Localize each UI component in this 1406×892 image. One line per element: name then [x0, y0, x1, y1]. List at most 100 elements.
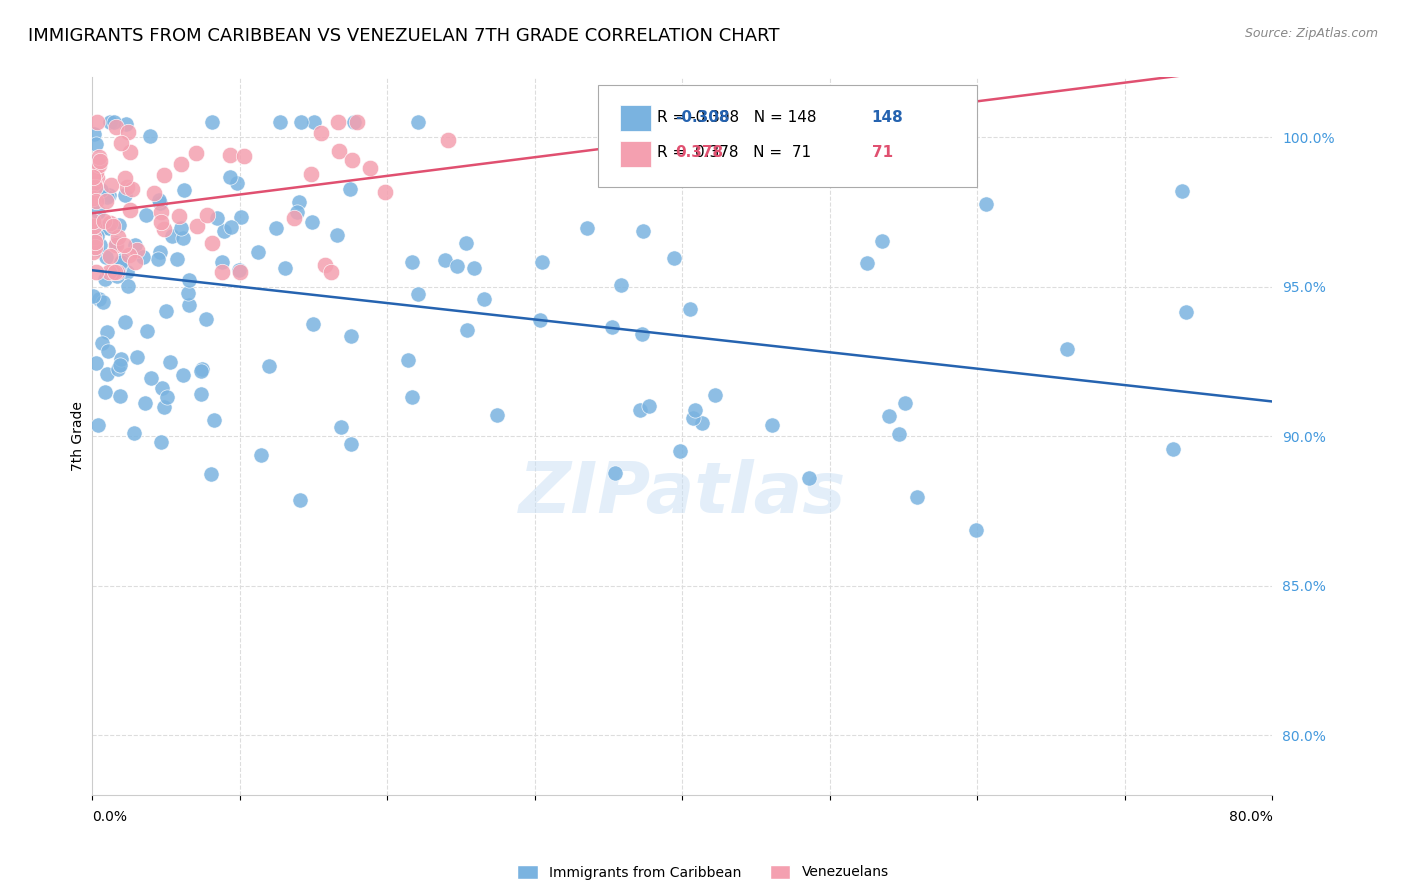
- Point: [84, 235, 107, 250]
- Point: [114, 170, 136, 185]
- Point: [98, 265, 121, 279]
- Point: [91, 221, 114, 235]
- Point: [170, 157, 193, 171]
- Point: [82, 214, 104, 228]
- Point: [170, 220, 193, 235]
- Point: [218, 147, 240, 161]
- Point: [285, 205, 308, 219]
- Point: [135, 208, 157, 222]
- Point: [84, 356, 107, 370]
- Point: [172, 368, 194, 383]
- Point: [115, 265, 138, 279]
- Point: [107, 263, 129, 277]
- Point: [150, 435, 173, 450]
- Point: [894, 396, 917, 410]
- Point: [195, 208, 218, 222]
- Point: [339, 182, 361, 196]
- Point: [212, 224, 235, 238]
- Point: [101, 219, 124, 234]
- Point: [662, 251, 685, 265]
- Point: [205, 211, 228, 225]
- Point: [211, 254, 233, 268]
- Point: [250, 448, 273, 462]
- Point: [288, 195, 311, 210]
- Point: [406, 286, 429, 301]
- Point: [870, 234, 893, 248]
- Point: [124, 254, 146, 268]
- Point: [887, 427, 910, 442]
- Point: [120, 203, 142, 218]
- Point: [678, 301, 700, 316]
- Point: [191, 361, 214, 376]
- Text: 148: 148: [872, 110, 904, 125]
- Point: [184, 146, 207, 161]
- Point: [125, 243, 148, 257]
- Point: [437, 133, 460, 147]
- Point: [290, 493, 312, 508]
- Point: [149, 196, 172, 211]
- Point: [269, 115, 291, 129]
- Point: [328, 145, 350, 159]
- Point: [190, 364, 212, 378]
- Text: IMMIGRANTS FROM CARIBBEAN VS VENEZUELAN 7TH GRADE CORRELATION CHART: IMMIGRANTS FROM CARIBBEAN VS VENEZUELAN …: [28, 27, 779, 45]
- Point: [108, 260, 131, 275]
- Point: [486, 409, 509, 423]
- Point: [162, 229, 184, 244]
- Point: [118, 248, 141, 262]
- Point: [682, 410, 704, 425]
- Point: [247, 245, 270, 260]
- Text: R =  0.378   N =  71: R = 0.378 N = 71: [657, 145, 811, 161]
- Point: [194, 312, 217, 326]
- Point: [121, 182, 143, 196]
- Point: [396, 352, 419, 367]
- Point: [149, 205, 172, 219]
- Point: [110, 136, 132, 151]
- Point: [233, 148, 256, 162]
- Point: [200, 467, 222, 481]
- Point: [93, 384, 115, 399]
- Point: [820, 115, 842, 129]
- Point: [301, 215, 323, 229]
- Point: [84, 137, 107, 152]
- Point: [104, 120, 127, 134]
- Point: [290, 115, 312, 129]
- Point: [299, 167, 322, 181]
- Point: [98, 115, 121, 129]
- Point: [167, 209, 190, 223]
- Point: [152, 169, 174, 183]
- Text: R = -0.308   N = 148: R = -0.308 N = 148: [657, 110, 815, 125]
- Point: [186, 219, 208, 233]
- Point: [89, 154, 111, 169]
- Point: [631, 224, 654, 238]
- Point: [406, 115, 429, 129]
- Point: [86, 170, 108, 185]
- Text: -0.308: -0.308: [675, 110, 730, 125]
- Point: [96, 368, 118, 382]
- Point: [97, 220, 120, 235]
- Point: [683, 403, 706, 417]
- Point: [179, 297, 201, 311]
- Point: [87, 292, 110, 306]
- Point: [374, 185, 396, 199]
- Point: [100, 178, 122, 192]
- Point: [108, 389, 131, 403]
- Point: [446, 259, 468, 273]
- Point: [155, 304, 177, 318]
- Point: [105, 265, 128, 279]
- Point: [139, 371, 162, 385]
- Point: [225, 176, 247, 190]
- Point: [84, 265, 107, 279]
- Point: [86, 153, 108, 168]
- Point: [669, 443, 692, 458]
- Point: [105, 268, 128, 283]
- Point: [401, 254, 423, 268]
- Point: [631, 327, 654, 342]
- Point: [90, 183, 112, 197]
- Point: [108, 358, 131, 372]
- Point: [108, 218, 131, 232]
- Point: [219, 220, 242, 235]
- Point: [111, 253, 134, 268]
- Point: [628, 403, 651, 417]
- Point: [83, 180, 105, 194]
- Point: [86, 115, 108, 129]
